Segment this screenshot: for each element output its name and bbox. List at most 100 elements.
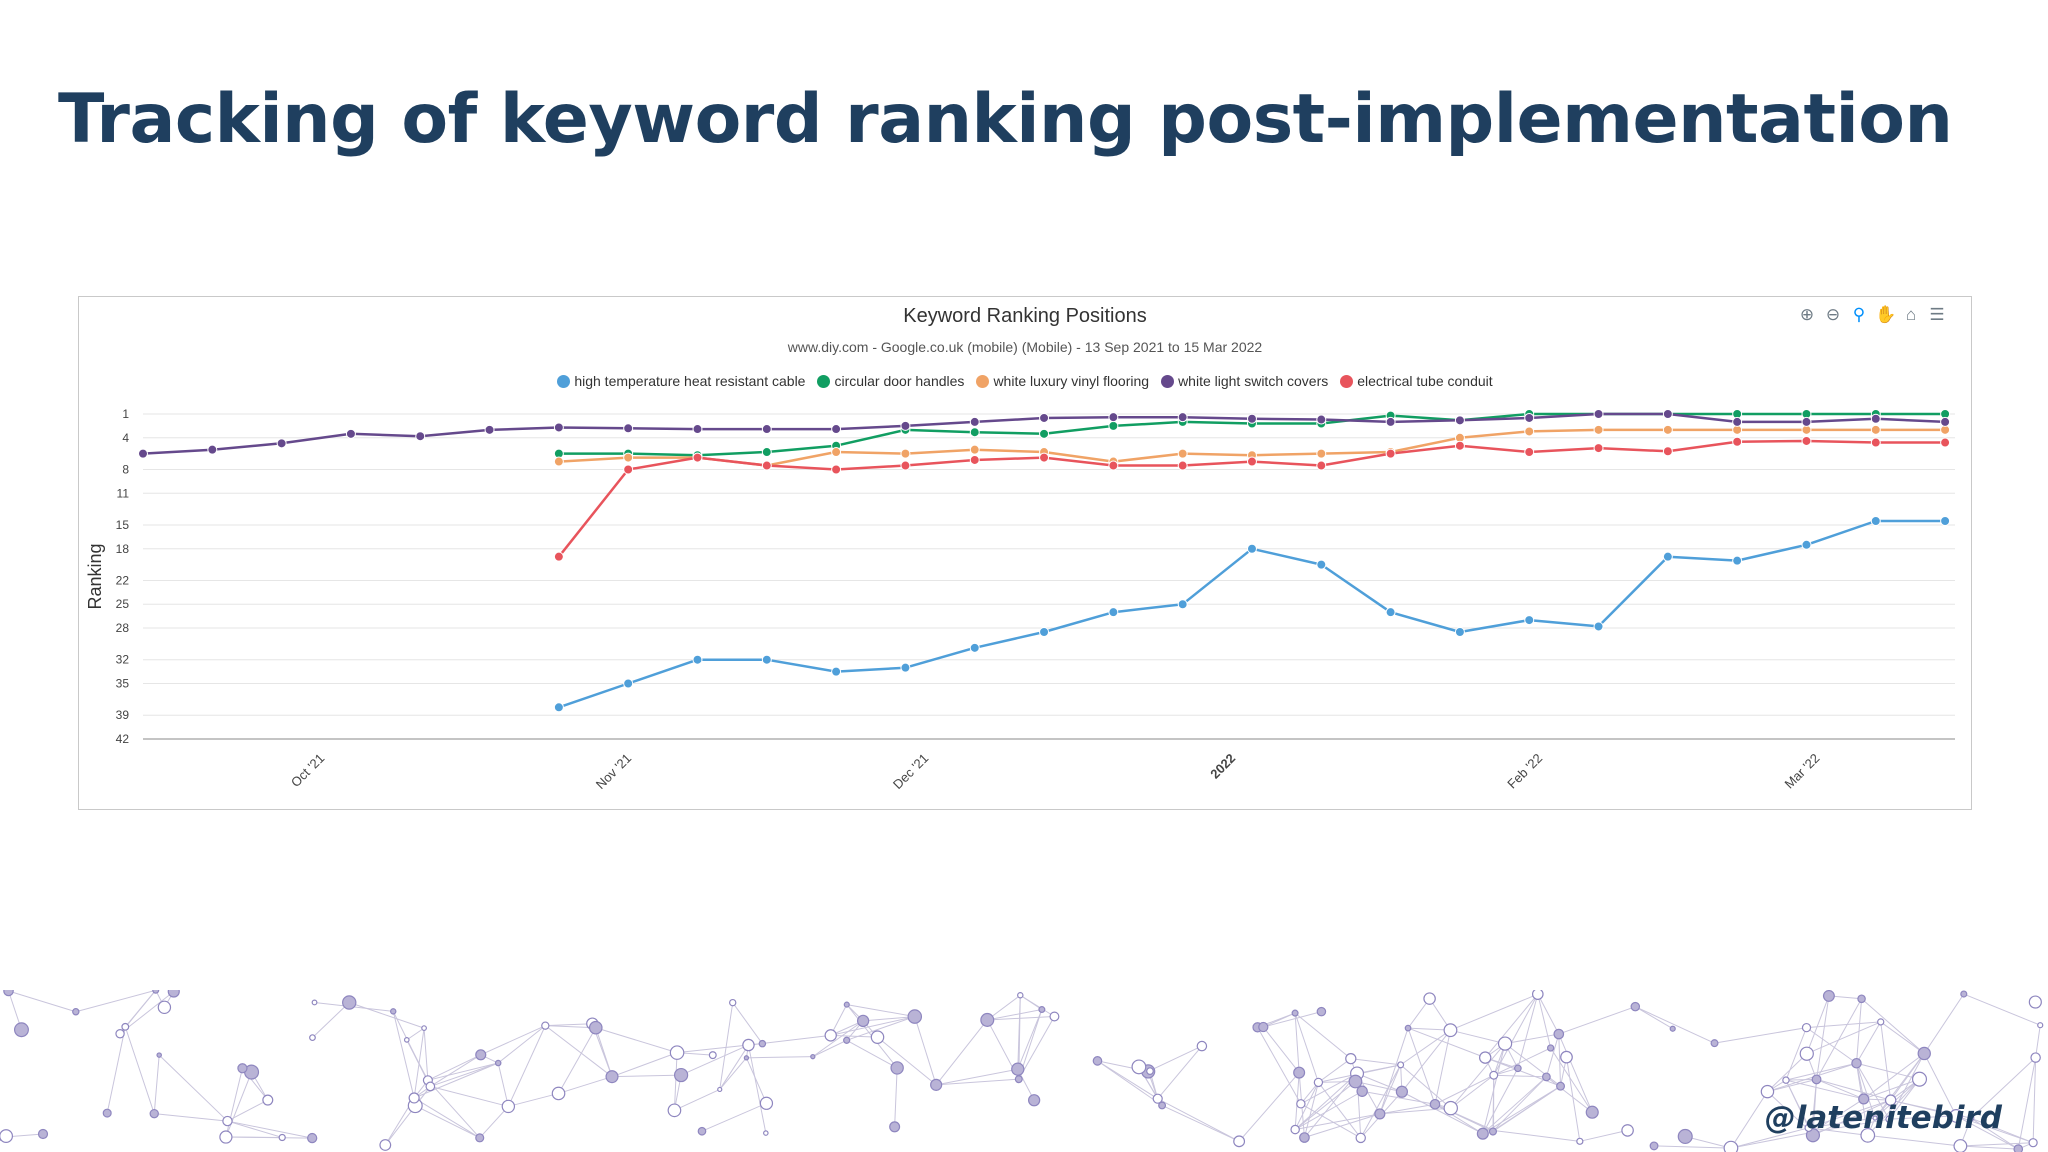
network-edge [595,1027,678,1054]
network-node [743,1055,750,1061]
network-edge [1482,1068,1519,1134]
y-tick-label: 4 [122,431,129,445]
network-node [980,1012,995,1027]
network-edge [1350,1058,1401,1066]
legend-item-2[interactable]: white luxury vinyl flooring [976,373,1149,389]
data-point [345,428,356,439]
pan-hand-icon[interactable]: ✋ [1875,305,1897,324]
network-node [541,1021,550,1030]
network-edge [312,1002,350,1038]
data-point [1870,424,1881,435]
network-edge [1730,1127,1809,1149]
network-node [1092,1056,1103,1066]
network-edge [1654,1145,1731,1149]
network-node [1290,1124,1300,1135]
network-edge [863,1016,915,1022]
data-point [1593,443,1604,454]
network-edge [1923,993,1965,1054]
network-edge [894,1067,898,1127]
network-edge [1485,1057,1561,1087]
data-point [761,424,772,435]
network-edge [612,1074,682,1078]
network-edge [1785,1027,1807,1081]
network-edge [1450,1029,1506,1045]
network-edge [158,1054,228,1122]
data-point [1385,416,1396,427]
data-point [831,666,842,677]
network-edge [1812,1079,1818,1136]
network-node [1649,1141,1659,1151]
network-edge [1537,994,1552,1049]
zoom-out-icon[interactable]: ⊖ [1825,305,1841,324]
network-edge [1890,1099,1957,1117]
legend-swatch [1340,374,1354,388]
network-edge [413,1097,480,1139]
network-node [2037,1022,2044,1029]
data-point [969,427,980,438]
network-edge [1856,1021,1882,1064]
network-edge [1816,995,1830,1080]
network-node [697,1126,707,1136]
network-edge [1685,1135,1732,1149]
network-node [605,1070,619,1084]
network-edge [1816,998,1863,1080]
network-node [824,1029,837,1042]
selection-zoom-icon[interactable]: ⚲ [1852,305,1866,324]
legend-item-3[interactable]: white light switch covers [1161,373,1328,389]
data-point [1524,615,1535,626]
network-edge [1867,1078,1920,1136]
legend-item-1[interactable]: circular door handles [817,373,964,389]
legend-item-4[interactable]: electrical tube conduit [1340,373,1493,389]
ranking-line-chart: 1 4 8 11 15 18 22 25 28 32 35 39 42 Ranking Oct '21 Nov… [85,407,1955,792]
data-point [1454,440,1465,451]
data-point [1108,420,1119,431]
network-node [1805,1128,1821,1143]
network-edge [677,1044,749,1054]
network-edge [1811,1098,1864,1133]
legend-item-0[interactable]: high temperature heat resistant cable [557,373,805,389]
home-reset-icon[interactable]: ⌂ [1905,305,1917,324]
network-edge [1360,1064,1402,1139]
menu-icon[interactable]: ☰ [1929,305,1945,324]
network-edge [1356,1064,1401,1074]
network-node [1851,1057,1862,1069]
network-edge [480,1025,546,1056]
network-node [121,1022,130,1031]
network-node [102,1108,112,1118]
network-edge [1816,1078,1891,1101]
network-edge [1880,1021,1892,1101]
y-axis-label: Ranking [85,543,105,609]
network-node [1476,1127,1489,1140]
network-edge [1816,1078,1864,1100]
y-tick-label: 1 [122,407,129,421]
network-node [156,1052,162,1058]
network-edge [1294,1090,1363,1130]
network-edge [1808,1099,1891,1129]
network-edge [1806,1021,1881,1055]
data-point [761,447,772,458]
zoom-in-icon[interactable]: ⊕ [1799,305,1815,324]
network-edge [1579,1129,1628,1142]
network-edge [1450,1043,1506,1109]
network-edge [1808,1127,1868,1136]
network-edge [415,1105,480,1139]
data-point [1316,460,1327,471]
network-edge [1295,1113,1380,1131]
network-node [1443,1100,1458,1116]
legend-label: high temperature heat resistant cable [574,373,806,389]
network-edge [545,1023,593,1027]
network-edge [558,1076,613,1094]
network-edge [1294,1012,1319,1083]
network-node [1316,1006,1327,1017]
network-edge [1263,1011,1322,1028]
legend-swatch [557,374,571,388]
x-tick-label: Nov '21 [593,751,634,792]
network-node [1541,1072,1551,1082]
network-edge [1434,1074,1494,1105]
y-tick-label: 25 [116,597,130,611]
y-tick-label: 42 [116,732,130,746]
network-node [115,1029,125,1039]
x-tick-label: Mar '22 [1782,751,1823,792]
network-edge [1955,1115,2019,1150]
network-edge [1874,1053,1925,1119]
